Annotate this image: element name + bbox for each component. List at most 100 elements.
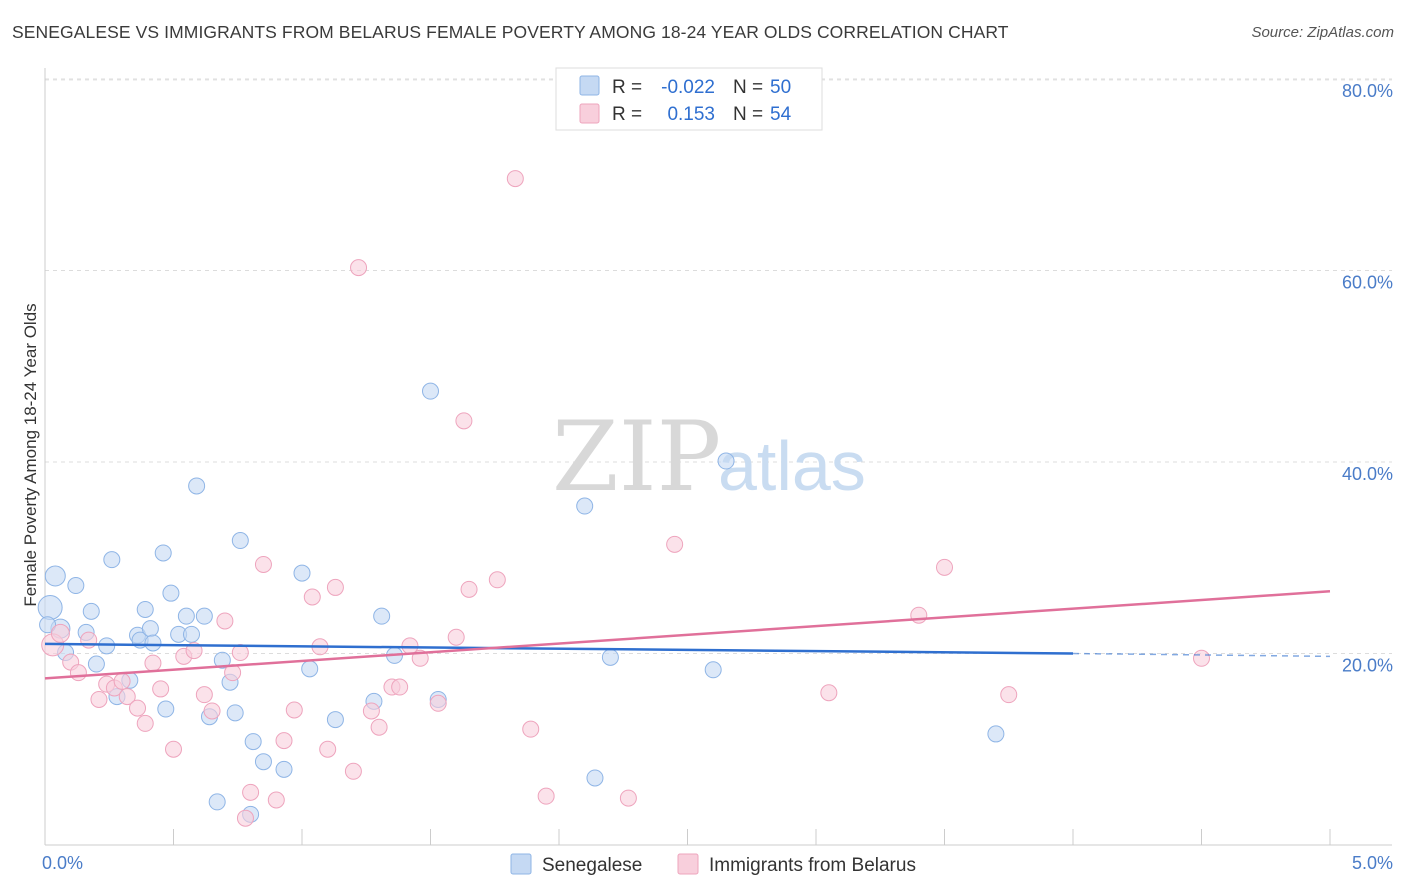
point-belarus-13 — [152, 680, 170, 698]
chart-source: Source: ZipAtlas.com — [1251, 24, 1394, 41]
point-senegalese-6 — [82, 602, 100, 620]
axes — [44, 68, 1392, 846]
point-belarus-24 — [254, 555, 272, 573]
point-senegalese-24 — [195, 607, 213, 625]
point-senegalese-44 — [586, 769, 604, 787]
tick-labels: 20.0% 40.0% 60.0% 80.0% 0.0% 5.0% — [42, 81, 1393, 873]
point-senegalese-1 — [44, 565, 66, 587]
y-tick-label-20: 20.0% — [1342, 656, 1393, 676]
point-belarus-17 — [195, 686, 213, 704]
point-senegalese-48 — [987, 725, 1005, 743]
point-senegalese-30 — [231, 532, 249, 550]
point-belarus-5 — [90, 690, 108, 708]
legend-n-label-belarus: N = — [733, 104, 763, 125]
point-senegalese-26 — [208, 793, 226, 811]
series-legend: Senegalese Immigrants from Belarus — [510, 853, 916, 876]
point-senegalese-45 — [601, 648, 619, 666]
point-senegalese-32 — [244, 733, 262, 751]
x-tick-label-min: 0.0% — [42, 853, 83, 873]
point-belarus-53 — [1000, 686, 1018, 704]
point-belarus-28 — [303, 588, 321, 606]
y-tick-label-60: 60.0% — [1342, 273, 1393, 293]
point-belarus-37 — [391, 678, 409, 696]
point-belarus-51 — [910, 606, 928, 624]
data-points — [37, 170, 1210, 827]
point-belarus-26 — [275, 732, 293, 750]
point-senegalese-16 — [144, 634, 162, 652]
point-belarus-23 — [242, 783, 260, 801]
point-senegalese-35 — [293, 564, 311, 582]
point-belarus-49 — [666, 535, 684, 553]
watermark: ZIP atlas — [552, 401, 866, 513]
point-belarus-31 — [326, 578, 344, 596]
chart-title: SENEGALESE VS IMMIGRANTS FROM BELARUS FE… — [12, 22, 1009, 42]
point-belarus-25 — [267, 791, 285, 809]
point-senegalese-33 — [254, 753, 272, 771]
point-senegalese-46 — [704, 661, 722, 679]
point-belarus-30 — [319, 740, 337, 758]
point-belarus-32 — [344, 762, 362, 780]
point-belarus-19 — [216, 612, 234, 630]
point-senegalese-15 — [141, 620, 159, 638]
legend-swatch-senegalese — [579, 75, 600, 96]
trend-line-senegalese — [44, 642, 1074, 655]
point-senegalese-36 — [301, 660, 319, 678]
point-senegalese-43 — [576, 497, 594, 515]
point-belarus-27 — [285, 701, 303, 719]
point-belarus-18 — [203, 702, 221, 720]
point-belarus-8 — [113, 672, 131, 690]
trend-lines — [44, 590, 1331, 680]
legend-r-value-belarus: 0.153 — [667, 104, 715, 125]
point-belarus-34 — [362, 702, 380, 720]
x-tick-label-max: 5.0% — [1352, 853, 1393, 873]
legend-swatch-senegalese-bottom — [510, 853, 532, 875]
point-belarus-3 — [69, 664, 87, 682]
point-belarus-9 — [118, 688, 136, 706]
point-senegalese-29 — [226, 704, 244, 722]
point-belarus-4 — [80, 631, 98, 649]
y-axis-label: Female Poverty Among 18-24 Year Olds — [21, 303, 40, 606]
point-senegalese-0 — [37, 595, 63, 621]
point-belarus-16 — [185, 642, 203, 660]
point-belarus-12 — [144, 654, 162, 672]
point-senegalese-22 — [182, 625, 200, 643]
point-belarus-22 — [236, 809, 254, 827]
point-senegalese-49 — [39, 616, 57, 634]
point-belarus-10 — [129, 699, 147, 717]
legend-n-value-senegalese: 50 — [770, 77, 791, 98]
point-belarus-46 — [522, 720, 540, 738]
point-senegalese-37 — [326, 711, 344, 729]
legend-box — [555, 67, 823, 131]
point-belarus-54 — [1193, 649, 1210, 667]
point-senegalese-47 — [717, 452, 735, 470]
legend-r-value-senegalese: -0.022 — [661, 77, 715, 98]
legend-swatch-belarus-bottom — [677, 853, 699, 875]
watermark-zip: ZIP — [552, 401, 721, 513]
point-senegalese-7 — [87, 655, 105, 673]
point-senegalese-34 — [275, 760, 293, 778]
point-senegalese-39 — [373, 607, 391, 625]
correlation-legend: R = -0.022 N = 50 R = 0.153 N = 54 — [555, 67, 823, 131]
point-belarus-35 — [370, 718, 388, 736]
point-senegalese-23 — [188, 477, 206, 495]
point-senegalese-14 — [136, 600, 154, 618]
point-belarus-1 — [50, 623, 70, 643]
y-tick-label-40: 40.0% — [1342, 464, 1393, 484]
point-belarus-42 — [455, 412, 473, 430]
point-senegalese-18 — [157, 700, 175, 718]
point-belarus-14 — [165, 740, 182, 758]
point-senegalese-17 — [154, 544, 172, 562]
point-belarus-40 — [429, 694, 447, 712]
point-belarus-50 — [820, 684, 838, 702]
trend-line-belarus — [44, 590, 1331, 680]
legend-label-senegalese: Senegalese — [542, 855, 642, 876]
gridlines — [45, 78, 1392, 654]
y-tick-label-80: 80.0% — [1342, 81, 1393, 101]
point-belarus-52 — [936, 558, 953, 576]
trend-line-dashed-senegalese — [1072, 652, 1331, 658]
legend-label-belarus: Immigrants from Belarus — [709, 855, 916, 876]
point-belarus-45 — [506, 170, 524, 188]
point-senegalese-4 — [67, 577, 85, 595]
point-senegalese-27 — [213, 651, 231, 669]
